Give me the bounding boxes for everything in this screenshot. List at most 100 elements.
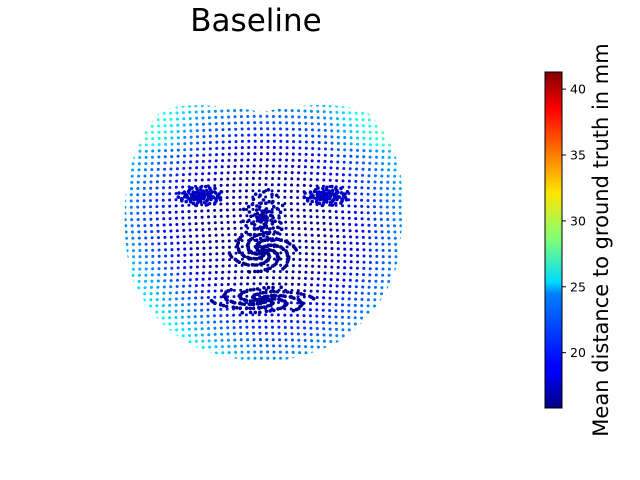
- data-point: [219, 202, 223, 206]
- data-point: [400, 149, 403, 153]
- data-point: [272, 146, 276, 149]
- data-point: [174, 316, 178, 319]
- data-point: [213, 208, 217, 212]
- data-point: [144, 149, 148, 153]
- data-point: [288, 295, 293, 299]
- data-point: [342, 229, 346, 232]
- data-point: [256, 269, 260, 274]
- data-point: [175, 179, 179, 183]
- data-point: [355, 167, 359, 171]
- data-point: [124, 168, 128, 172]
- data-point: [244, 224, 248, 228]
- data-point: [360, 328, 364, 332]
- data-point: [195, 160, 199, 164]
- data-point: [201, 191, 206, 195]
- data-point: [347, 216, 351, 220]
- data-point: [202, 128, 206, 132]
- data-point: [348, 340, 352, 344]
- data-point: [375, 149, 379, 153]
- data-point: [226, 104, 230, 107]
- data-point: [290, 332, 294, 336]
- data-point: [366, 199, 370, 202]
- data-point: [347, 185, 351, 189]
- data-point: [341, 297, 345, 301]
- data-point: [220, 338, 224, 342]
- data-point: [348, 229, 352, 233]
- data-point: [184, 199, 188, 204]
- data-point: [232, 301, 237, 305]
- data-point: [206, 308, 210, 312]
- data-point: [249, 256, 253, 261]
- data-point: [334, 321, 338, 325]
- data-point: [176, 247, 180, 251]
- data-point: [253, 121, 257, 125]
- data-point: [219, 104, 223, 107]
- data-point: [311, 153, 314, 157]
- data-point: [131, 125, 135, 129]
- data-point: [311, 240, 314, 243]
- data-point: [125, 131, 129, 135]
- data-point: [285, 133, 289, 137]
- data-point: [130, 286, 134, 290]
- data-point: [380, 112, 384, 116]
- data-point: [232, 202, 236, 206]
- data-point: [374, 230, 378, 234]
- data-point: [400, 137, 403, 141]
- data-point: [265, 158, 269, 162]
- data-point: [239, 177, 243, 181]
- data-point: [392, 329, 396, 333]
- data-point: [379, 304, 383, 308]
- data-point: [164, 136, 167, 140]
- data-point: [398, 199, 402, 203]
- data-point: [266, 127, 270, 131]
- data-point: [373, 211, 377, 215]
- data-point: [271, 301, 275, 305]
- data-point: [304, 258, 308, 262]
- data-point: [182, 272, 186, 276]
- data-point: [176, 136, 180, 140]
- data-point: [181, 216, 185, 220]
- data-point: [188, 222, 192, 226]
- data-point: [233, 220, 236, 224]
- data-point: [387, 162, 391, 166]
- data-point: [161, 316, 165, 320]
- data-point: [335, 228, 339, 232]
- data-point: [211, 195, 215, 199]
- data-point: [372, 316, 376, 320]
- data-point: [342, 284, 345, 288]
- data-point: [266, 188, 271, 192]
- data-point: [367, 292, 371, 295]
- colorbar-tick-label: 25: [570, 279, 586, 294]
- data-point: [282, 289, 286, 294]
- data-point: [137, 224, 140, 228]
- data-point: [271, 177, 275, 180]
- data-point: [271, 108, 275, 112]
- data-point: [260, 145, 263, 149]
- data-point: [252, 108, 256, 112]
- data-point: [157, 143, 161, 147]
- data-point: [303, 171, 307, 175]
- data-point: [219, 320, 223, 324]
- data-point: [291, 158, 295, 162]
- data-point: [228, 258, 232, 262]
- data-point: [189, 148, 193, 151]
- data-point: [226, 282, 230, 286]
- data-point: [174, 210, 178, 214]
- data-point: [291, 233, 295, 237]
- data-point: [283, 189, 287, 193]
- data-point: [289, 301, 293, 305]
- data-point: [335, 110, 339, 114]
- data-point: [207, 221, 211, 225]
- data-point: [137, 280, 141, 283]
- data-point: [132, 255, 136, 259]
- data-point: [341, 328, 345, 332]
- data-point: [187, 327, 191, 331]
- data-point: [214, 270, 218, 274]
- data-point: [259, 127, 263, 131]
- data-point: [302, 320, 306, 324]
- data-point: [241, 219, 245, 223]
- data-point: [343, 260, 347, 263]
- data-point: [136, 335, 140, 339]
- data-point: [315, 178, 319, 182]
